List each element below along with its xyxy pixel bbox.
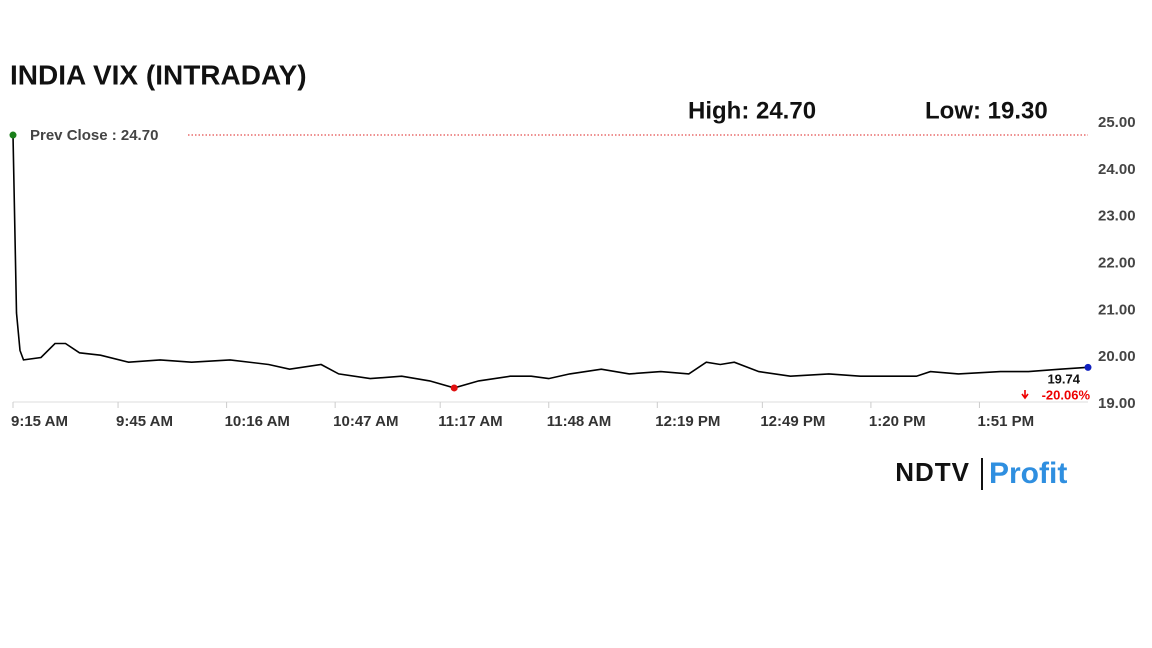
y-tick-label: 20.00 <box>1098 348 1136 365</box>
logo-profit: Profit <box>989 457 1067 490</box>
prev-close-label: Prev Close : 24.70 <box>30 127 158 144</box>
x-tick-label: 11:17 AM <box>438 413 502 430</box>
change-label: -20.06% <box>1042 387 1091 402</box>
x-tick-label: 11:48 AM <box>547 413 611 430</box>
y-tick-label: 25.00 <box>1098 114 1136 131</box>
y-tick-label: 24.00 <box>1098 161 1136 178</box>
y-tick-label: 23.00 <box>1098 208 1136 225</box>
down-arrow <box>1021 390 1029 400</box>
x-tick-label: 1:20 PM <box>869 413 926 430</box>
low-point <box>450 384 458 392</box>
last-value-label: 19.74 <box>1047 371 1080 386</box>
line-series <box>12 135 1089 389</box>
x-tick-label: 10:16 AM <box>225 413 290 430</box>
x-tick-label: 12:49 PM <box>760 413 825 430</box>
y-tick-label: 22.00 <box>1098 254 1136 271</box>
x-tick-label: 9:45 AM <box>116 413 173 430</box>
x-tick-label: 12:19 PM <box>655 413 720 430</box>
y-tick-label: 21.00 <box>1098 301 1136 318</box>
start-point <box>9 131 17 139</box>
x-tick-label: 9:15 AM <box>11 413 68 430</box>
logo-ndtv: NDTV <box>895 457 970 487</box>
last-point <box>1084 363 1092 371</box>
low-label: Low: 19.30 <box>925 97 1048 124</box>
x-tick-label: 1:51 PM <box>977 413 1034 430</box>
y-tick-label: 19.00 <box>1098 395 1136 412</box>
high-label: High: 24.70 <box>688 97 816 124</box>
x-tick-label: 10:47 AM <box>333 413 398 430</box>
chart-title: INDIA VIX (INTRADAY) <box>10 59 307 90</box>
